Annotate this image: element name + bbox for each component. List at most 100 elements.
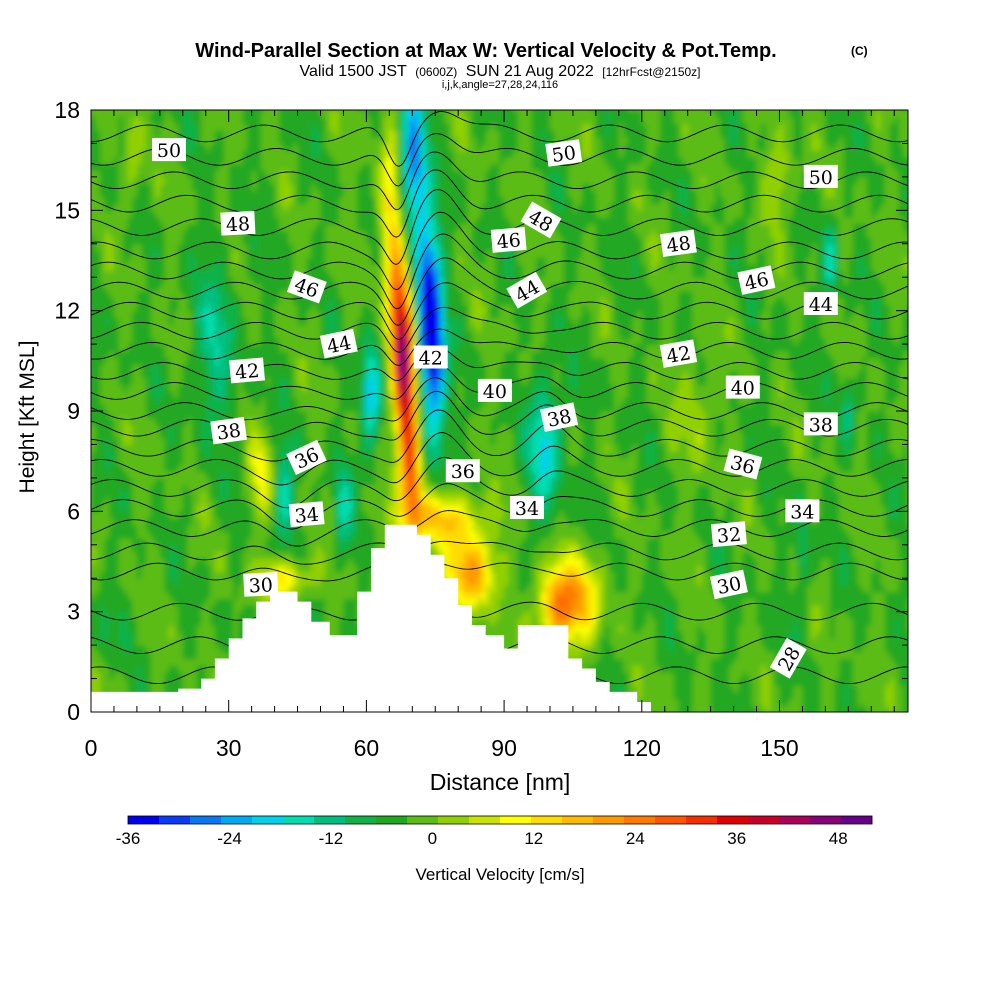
velocity-cell [237, 384, 244, 392]
velocity-cell [146, 665, 152, 673]
velocity-cell [219, 130, 225, 138]
velocity-cell [265, 210, 271, 218]
velocity-cell [325, 384, 331, 392]
velocity-cell [178, 497, 184, 506]
velocity-cell [113, 243, 120, 252]
velocity-cell [196, 444, 202, 452]
velocity-cell [242, 303, 248, 312]
velocity-cell [169, 431, 175, 439]
velocity-cell [132, 303, 138, 312]
velocity-cell [302, 183, 308, 191]
velocity-cell [242, 444, 248, 452]
velocity-cell [302, 217, 308, 225]
velocity-cell [228, 277, 234, 285]
velocity-cell [159, 678, 166, 686]
velocity-cell [265, 283, 271, 292]
velocity-cell [155, 564, 161, 573]
velocity-cell [265, 110, 271, 118]
velocity-cell [127, 631, 134, 640]
velocity-cell [265, 444, 271, 452]
velocity-cell [178, 584, 184, 593]
velocity-cell [146, 217, 152, 225]
velocity-cell [132, 330, 138, 339]
velocity-cell [196, 591, 202, 599]
velocity-cell [274, 424, 280, 432]
velocity-cell [91, 511, 97, 519]
velocity-cell [242, 130, 248, 138]
velocity-cell [100, 424, 106, 432]
velocity-cell [123, 665, 129, 673]
velocity-cell [201, 283, 207, 292]
velocity-cell [311, 411, 317, 419]
velocity-cell [224, 444, 230, 452]
velocity-cell [96, 712, 101, 719]
velocity-cell [136, 337, 143, 345]
velocity-cell [219, 337, 225, 345]
velocity-cell [95, 290, 101, 298]
velocity-cell [228, 270, 234, 278]
velocity-cell [210, 584, 216, 593]
velocity-cell [201, 604, 207, 613]
velocity-cell [297, 163, 303, 171]
velocity-cell [91, 424, 97, 432]
velocity-cell [95, 370, 101, 379]
velocity-cell [113, 531, 120, 539]
velocity-cell [233, 250, 239, 258]
velocity-cell [100, 390, 106, 399]
velocity-cell [159, 578, 166, 586]
velocity-cell [146, 310, 152, 319]
velocity-cell [150, 484, 156, 492]
velocity-cell [123, 598, 129, 606]
velocity-cell [320, 136, 326, 145]
velocity-cell [164, 531, 170, 539]
velocity-cell [233, 110, 239, 118]
velocity-cell [155, 257, 161, 265]
velocity-cell [109, 645, 115, 653]
velocity-cell [288, 357, 294, 365]
velocity-cell [256, 130, 262, 138]
velocity-cell [123, 243, 129, 252]
velocity-cell [265, 203, 271, 212]
velocity-cell [279, 190, 285, 198]
velocity-cell [155, 625, 161, 633]
velocity-cell [109, 397, 115, 406]
velocity-cell [113, 417, 120, 426]
velocity-cell [214, 350, 221, 359]
velocity-cell [306, 578, 313, 586]
velocity-cell [265, 237, 271, 245]
velocity-cell [283, 196, 290, 205]
velocity-cell [100, 397, 106, 406]
velocity-cell [288, 203, 294, 212]
velocity-cell [155, 558, 161, 566]
velocity-cell [205, 651, 212, 660]
velocity-cell [247, 431, 253, 439]
velocity-cell [141, 110, 147, 118]
velocity-cell [214, 223, 221, 232]
velocity-cell [201, 317, 207, 325]
velocity-cell [233, 136, 239, 145]
velocity-cell [164, 303, 170, 312]
velocity-cell [123, 625, 129, 633]
velocity-cell [251, 411, 257, 419]
velocity-cell [159, 464, 166, 472]
velocity-cell [265, 123, 271, 131]
velocity-cell [247, 497, 253, 506]
velocity-cell [155, 471, 161, 479]
velocity-cell [205, 176, 212, 185]
velocity-cell [242, 176, 248, 185]
velocity-cell [164, 424, 170, 432]
velocity-cell [104, 250, 111, 258]
velocity-cell [178, 598, 184, 606]
velocity-cell [187, 283, 193, 292]
velocity-cell [187, 217, 193, 225]
velocity-cell [196, 163, 202, 171]
velocity-cell [150, 357, 156, 365]
velocity-cell [136, 303, 143, 312]
velocity-cell [270, 344, 276, 352]
velocity-cell [325, 143, 331, 151]
velocity-cell [187, 270, 193, 278]
velocity-cell [182, 183, 189, 191]
velocity-cell [196, 417, 202, 426]
velocity-cell [297, 190, 303, 198]
velocity-cell [196, 658, 202, 666]
